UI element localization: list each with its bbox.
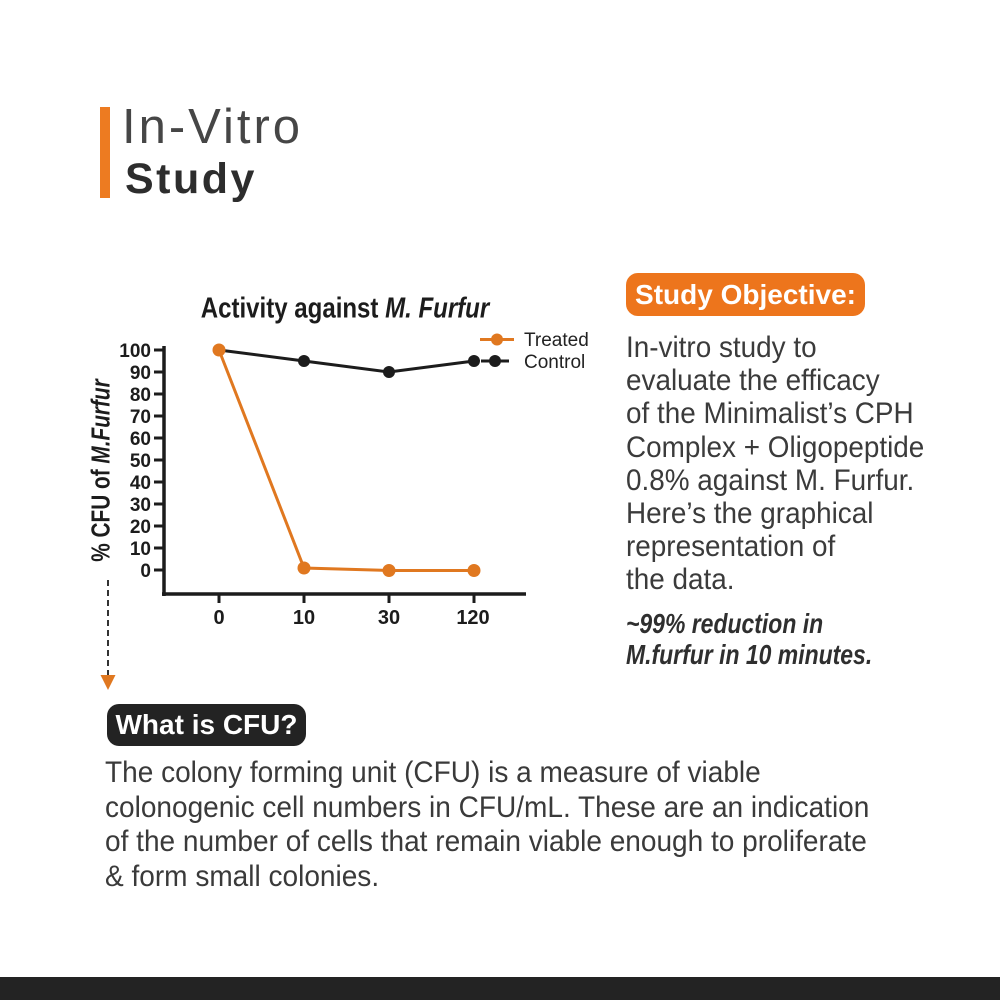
svg-text:% CFU of M.Furfur: % CFU of M.Furfur — [86, 378, 115, 562]
svg-text:100: 100 — [119, 341, 151, 362]
svg-text:Control: Control — [524, 352, 585, 373]
svg-text:20: 20 — [130, 517, 151, 538]
svg-text:40: 40 — [130, 473, 151, 494]
svg-text:120: 120 — [456, 607, 489, 629]
svg-text:0: 0 — [213, 607, 224, 629]
svg-text:90: 90 — [130, 363, 151, 384]
svg-text:60: 60 — [130, 429, 151, 450]
svg-text:30: 30 — [378, 607, 400, 629]
svg-text:0: 0 — [140, 561, 151, 582]
svg-text:Activity against M. Furfur: Activity against M. Furfur — [201, 292, 491, 324]
svg-text:80: 80 — [130, 385, 151, 406]
svg-text:30: 30 — [130, 495, 151, 516]
svg-text:50: 50 — [130, 451, 151, 472]
svg-text:Treated: Treated — [524, 330, 589, 351]
svg-text:10: 10 — [130, 539, 151, 560]
svg-text:10: 10 — [293, 607, 315, 629]
svg-text:70: 70 — [130, 407, 151, 428]
